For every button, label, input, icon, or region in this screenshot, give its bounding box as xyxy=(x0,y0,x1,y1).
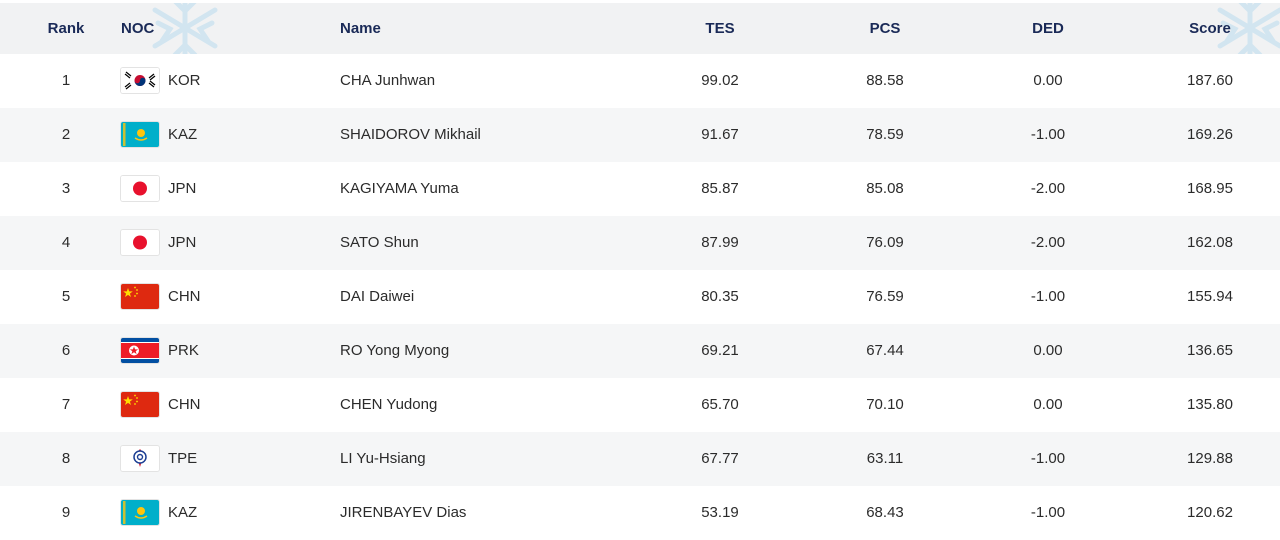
score-cell: 136.65 xyxy=(1187,342,1233,359)
ded-cell: -1.00 xyxy=(1030,504,1066,521)
snowflake-icon xyxy=(152,3,218,54)
tes-cell: 91.67 xyxy=(701,126,739,143)
ded-cell: -2.00 xyxy=(1030,234,1066,251)
pcs-cell: 76.59 xyxy=(866,288,904,305)
rank-cell: 4 xyxy=(61,234,71,251)
jpn-flag-icon xyxy=(121,176,159,201)
pcs-cell: 67.44 xyxy=(866,342,904,359)
noc-code: CHN xyxy=(168,396,201,413)
noc-code: JPN xyxy=(168,234,197,251)
score-cell: 168.95 xyxy=(1187,180,1233,197)
chn-flag-icon xyxy=(121,392,159,417)
kaz-flag-icon xyxy=(121,500,159,525)
athlete-name[interactable]: DAI Daiwei xyxy=(340,288,415,305)
rank-cell: 9 xyxy=(61,504,71,521)
athlete-name[interactable]: CHEN Yudong xyxy=(340,396,438,413)
score-cell: 135.80 xyxy=(1187,396,1233,413)
ded-cell: 0.00 xyxy=(1033,396,1063,413)
ded-cell: -1.00 xyxy=(1030,288,1066,305)
athlete-name[interactable]: RO Yong Myong xyxy=(340,342,450,359)
ded-cell: -2.00 xyxy=(1030,180,1066,197)
rank-cell: 6 xyxy=(61,342,71,359)
column-header-score[interactable]: Score xyxy=(1189,20,1231,37)
jpn-flag-icon xyxy=(121,230,159,255)
pcs-cell: 78.59 xyxy=(866,126,904,143)
tes-cell: 67.77 xyxy=(701,450,739,467)
noc-code: KAZ xyxy=(168,504,198,521)
column-header-name[interactable]: Name xyxy=(340,20,381,37)
prk-flag-icon xyxy=(121,338,159,363)
pcs-cell: 70.10 xyxy=(866,396,904,413)
table-row[interactable]: 9 JIRENBAYEV Dias 53.19 68.43 -1.00 120.62 KA… xyxy=(0,486,1280,540)
athlete-name[interactable]: CHA Junhwan xyxy=(340,72,436,89)
chn-flag-icon xyxy=(121,284,159,309)
tes-cell: 53.19 xyxy=(701,504,739,521)
rank-cell: 3 xyxy=(61,180,71,197)
column-header-ded[interactable]: DED xyxy=(1032,20,1064,37)
snowflake-icon xyxy=(1217,3,1280,54)
column-header-pcs[interactable]: PCS xyxy=(869,20,901,37)
athlete-name[interactable]: SHAIDOROV Mikhail xyxy=(340,126,481,143)
table-row[interactable]: 1 CHA Junhwan 99.02 88.58 0.00 187.60 KOR xyxy=(0,54,1280,108)
noc-code: JPN xyxy=(168,180,197,197)
noc-code: TPE xyxy=(168,450,198,467)
rank-cell: 5 xyxy=(61,288,71,305)
rank-cell: 8 xyxy=(61,450,71,467)
tes-cell: 65.70 xyxy=(701,396,739,413)
table-row[interactable]: 4 SATO Shun 87.99 76.09 -2.00 162.08 JPN xyxy=(0,216,1280,270)
pcs-cell: 85.08 xyxy=(866,180,904,197)
ded-cell: 0.00 xyxy=(1033,342,1063,359)
ded-cell: -1.00 xyxy=(1030,126,1066,143)
tes-cell: 87.99 xyxy=(701,234,739,251)
tes-cell: 99.02 xyxy=(701,72,739,89)
pcs-cell: 63.11 xyxy=(866,450,904,467)
pcs-cell: 68.43 xyxy=(866,504,904,521)
score-cell: 169.26 xyxy=(1187,126,1233,143)
athlete-name[interactable]: SATO Shun xyxy=(340,234,419,251)
ded-cell: 0.00 xyxy=(1033,72,1063,89)
tes-cell: 80.35 xyxy=(701,288,739,305)
table-row[interactable]: 8 LI Yu-Hsiang 67.77 63.11 -1.00 129.88 TPE xyxy=(0,432,1280,486)
score-cell: 120.62 xyxy=(1187,504,1233,521)
tpe-flag-icon xyxy=(121,446,159,471)
table-row[interactable]: 2 SHAIDOROV Mikhail 91.67 78.59 -1.00 169.26 … xyxy=(0,108,1280,162)
table-row[interactable]: 7 CHEN Yudong 65.70 70.10 0.00 135.80 CHN xyxy=(0,378,1280,432)
kor-flag-icon xyxy=(121,68,159,93)
ded-cell: -1.00 xyxy=(1030,450,1066,467)
pcs-cell: 88.58 xyxy=(866,72,904,89)
athlete-name[interactable]: LI Yu-Hsiang xyxy=(340,450,426,467)
score-cell: 162.08 xyxy=(1187,234,1233,251)
table-row[interactable]: 5 DAI Daiwei 80.35 76.59 -1.00 155.94 CHN xyxy=(0,270,1280,324)
noc-code: PRK xyxy=(168,342,199,359)
pcs-cell: 76.09 xyxy=(866,234,904,251)
rank-cell: 7 xyxy=(61,396,71,413)
score-cell: 187.60 xyxy=(1187,72,1233,89)
score-cell: 129.88 xyxy=(1187,450,1233,467)
rank-cell: 2 xyxy=(61,126,71,143)
kaz-flag-icon xyxy=(121,122,159,147)
tes-cell: 69.21 xyxy=(701,342,739,359)
table-header: Rank NOC Name TES PCS DED Score xyxy=(0,0,1280,54)
noc-code: CHN xyxy=(168,288,201,305)
table-body: 1 CHA Junhwan 99.02 88.58 0.00 187.60 KOR 2 SHA… xyxy=(0,54,1280,540)
table-row[interactable]: 6 RO Yong Myong 69.21 67.44 0.00 136.65 PRK xyxy=(0,324,1280,378)
column-header-rank[interactable]: Rank xyxy=(47,20,85,37)
athlete-name[interactable]: KAGIYAMA Yuma xyxy=(340,180,459,197)
noc-code: KAZ xyxy=(168,126,198,143)
column-header-tes[interactable]: TES xyxy=(705,20,735,37)
tes-cell: 85.87 xyxy=(701,180,739,197)
column-header-noc[interactable]: NOC xyxy=(121,20,155,37)
athlete-name[interactable]: JIRENBAYEV Dias xyxy=(340,504,467,521)
rank-cell: 1 xyxy=(61,72,71,89)
table-row[interactable]: 3 KAGIYAMA Yuma 85.87 85.08 -2.00 168.95 JPN xyxy=(0,162,1280,216)
score-cell: 155.94 xyxy=(1187,288,1233,305)
noc-code: KOR xyxy=(168,72,201,89)
